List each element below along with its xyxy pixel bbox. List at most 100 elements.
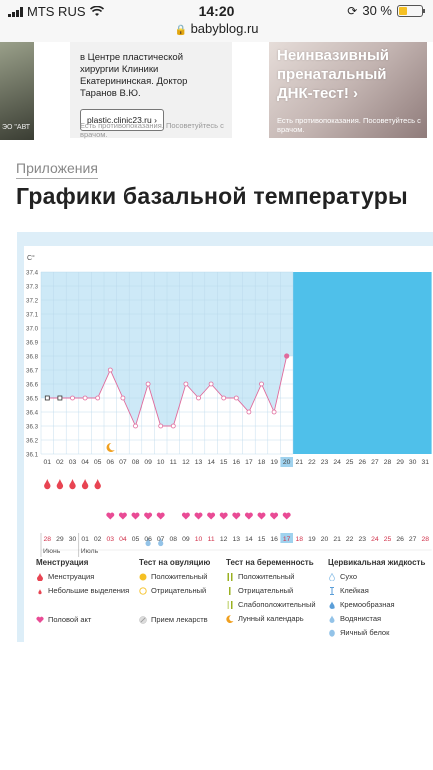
calendar-date-label: 25 <box>384 536 392 543</box>
temperature-point <box>95 395 101 401</box>
legend-item: Положительный <box>226 572 316 581</box>
y-tick-label: 36.3 <box>26 424 39 431</box>
calendar-date-label: 24 <box>371 536 379 543</box>
cervical-fluid-marker <box>158 538 164 547</box>
legend-label: Клейкая <box>340 586 369 595</box>
cycle-day-label: 19 <box>270 459 278 466</box>
calendar-date-label: 13 <box>233 536 241 543</box>
intercourse-marker <box>144 512 153 520</box>
clock: 14:20 <box>198 3 235 19</box>
calendar-date-label: 28 <box>44 536 52 543</box>
cycle-day-label: 24 <box>333 459 341 466</box>
legend-item: Слабоположительный <box>226 600 316 609</box>
small-drop-icon <box>38 588 42 594</box>
test-positive-icon <box>227 572 233 581</box>
legend-header: Тест на овуляцию <box>139 558 211 567</box>
month-label: Июль <box>81 548 99 555</box>
temperature-point <box>133 423 138 429</box>
legend-item: Положительный <box>139 572 210 581</box>
legend-label: Кремообразная <box>340 600 395 609</box>
temperature-point <box>196 395 201 401</box>
y-tick-label: 37.0 <box>26 326 39 333</box>
temperature-point <box>170 423 176 429</box>
legend-item: Прием лекарств <box>139 615 210 624</box>
temperature-point <box>221 395 227 401</box>
intercourse-marker <box>257 512 266 520</box>
y-tick-label: 36.5 <box>26 396 39 403</box>
calendar-date-label: 19 <box>308 536 316 543</box>
legend-label: Отрицательный <box>238 586 294 595</box>
calendar-date-label: 18 <box>296 536 304 543</box>
calendar-date-label: 04 <box>119 536 127 543</box>
legend-label: Небольшие выделения <box>48 586 130 595</box>
legend-label: Положительный <box>151 572 208 581</box>
cycle-day-label: 12 <box>182 459 190 466</box>
ad-clinic-text: в Центре пластической хирургии Клиники Е… <box>80 52 188 99</box>
legend-label: Отрицательный <box>151 586 207 595</box>
legend-item: Сухо <box>328 572 425 581</box>
calendar-date-label: 22 <box>346 536 354 543</box>
y-tick-label: 36.6 <box>26 382 39 389</box>
legend-item: Яичный белок <box>328 628 425 637</box>
legend-label: Сухо <box>340 572 358 581</box>
temperature-point <box>44 395 50 401</box>
cycle-day-label: 06 <box>107 459 115 466</box>
calendar-date-label: 21 <box>333 536 341 543</box>
ad-clinic-link-button[interactable]: plastic.clinic23.ru › <box>80 109 164 131</box>
temperature-point <box>183 381 189 387</box>
carrier-name: MTS RUS <box>27 4 86 19</box>
cycle-day-label: 16 <box>233 459 241 466</box>
calendar-date-label: 12 <box>220 536 228 543</box>
moon-icon <box>226 614 234 623</box>
y-tick-label: 36.8 <box>26 354 39 361</box>
calendar-date-label: 03 <box>107 536 115 543</box>
url-text: babyblog.ru <box>190 21 259 36</box>
cycle-day-label: 25 <box>346 459 354 466</box>
battery-icon <box>397 4 425 17</box>
legend-label: Яичный белок <box>340 628 390 637</box>
cycle-day-label: 18 <box>258 459 266 466</box>
temperature-point <box>259 381 264 387</box>
current-day-highlight <box>280 457 293 467</box>
legend-item: Небольшие выделения <box>36 586 129 595</box>
ad-dna-test[interactable]: Неинвазивный пренатальный ДНК-тест! › Ес… <box>269 42 427 138</box>
sun-negative-icon <box>139 586 147 595</box>
y-tick-label: 36.1 <box>26 452 39 459</box>
intercourse-marker <box>282 512 291 520</box>
ad-image-caption: ЭО "АВТ <box>2 124 31 131</box>
carrier-info: MTS RUS <box>8 4 104 19</box>
sun-positive-icon <box>139 573 147 580</box>
intercourse-marker <box>207 512 216 520</box>
breadcrumb[interactable]: Приложения <box>16 160 98 179</box>
cycle-day-label: 13 <box>195 459 203 466</box>
test-negative-icon <box>229 586 231 595</box>
temperature-point <box>158 423 164 429</box>
address-bar[interactable]: 🔒 babyblog.ru <box>0 21 433 36</box>
status-bar: MTS RUS 14:20 🔒 babyblog.ru ⟳ 30 % <box>0 0 433 42</box>
calendar-date-label: 14 <box>245 536 253 543</box>
cycle-day-label: 09 <box>144 459 152 466</box>
legend-item: Менструация <box>36 572 129 581</box>
legend-item: Отрицательный <box>226 586 316 595</box>
temperature-point <box>271 409 277 415</box>
temperature-point <box>284 353 290 359</box>
calendar-date-label: 23 <box>359 536 367 543</box>
cycle-day-label: 17 <box>245 459 253 466</box>
heart-icon <box>36 616 44 623</box>
intercourse-marker <box>244 512 253 520</box>
ad-clinic[interactable]: в Центре пластической хирургии Клиники Е… <box>70 42 232 138</box>
calendar-date-label: 17 <box>283 536 291 543</box>
legend-pregnancy: Тест на беременность Положительный Отриц… <box>226 558 316 628</box>
menstruation-marker <box>56 479 64 490</box>
egg-white-icon <box>329 629 335 637</box>
calendar-date-label: 16 <box>270 536 278 543</box>
drop-icon <box>37 572 43 581</box>
legend-item: Водянистая <box>328 614 425 623</box>
temperature-point <box>233 395 239 401</box>
cycle-day-label: 26 <box>359 459 367 466</box>
legend-ovulation: Тест на овуляцию Положительный Отрицател… <box>139 558 210 629</box>
ad-image-left[interactable]: ЭО "АВТ <box>0 42 34 140</box>
y-tick-label: 37.1 <box>26 312 39 319</box>
legend-label: Водянистая <box>340 614 382 623</box>
temperature-point <box>82 395 88 401</box>
